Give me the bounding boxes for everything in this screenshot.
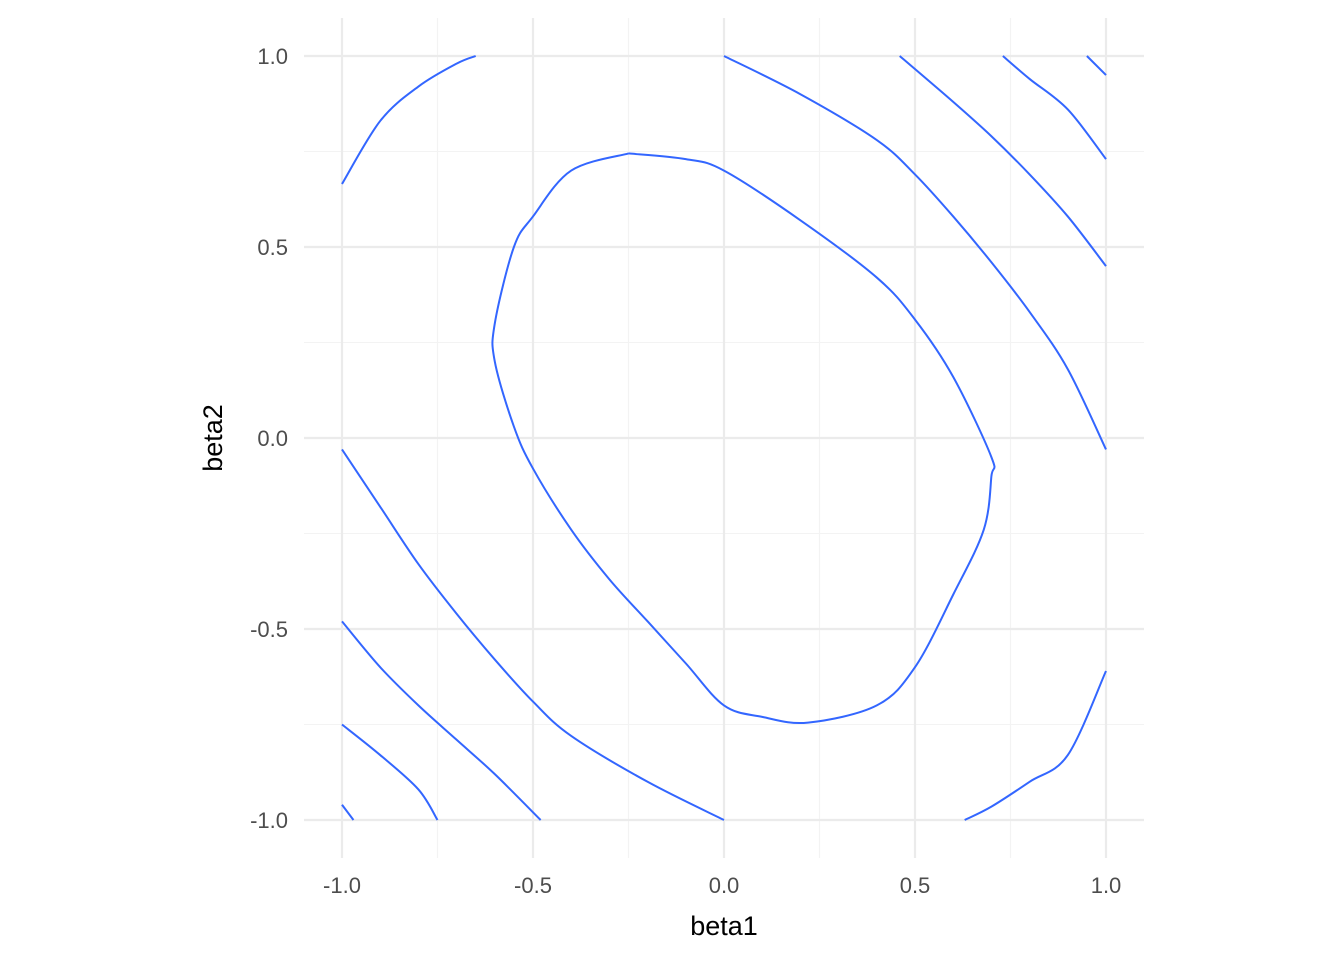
contour-level-2-bottom-right: [964, 670, 1107, 821]
major-gridlines: [304, 18, 1144, 858]
contour-level-6-upper: [1086, 55, 1107, 76]
contour-lines: [341, 55, 1107, 821]
x-axis-title: beta1: [690, 911, 758, 941]
y-tick-label: -0.5: [250, 617, 288, 642]
contour-level-6-lower: [341, 804, 355, 821]
contour-level-5-lower: [341, 723, 439, 821]
contour-level-4-upper: [899, 55, 1107, 267]
y-tick-label: 0.0: [257, 426, 288, 451]
y-axis-title: beta2: [198, 404, 228, 472]
contour-level-1: [491, 152, 996, 725]
x-tick-label: 0.5: [900, 873, 931, 898]
x-axis-tick-labels: -1.0 -0.5 0.0 0.5 1.0: [323, 873, 1121, 898]
contour-level-3-upper: [723, 55, 1107, 450]
contour-level-3-lower: [341, 448, 725, 821]
x-tick-label: 1.0: [1091, 873, 1122, 898]
contour-level-5-upper: [1002, 55, 1107, 160]
y-tick-label: 0.5: [257, 235, 288, 260]
x-tick-label: -0.5: [514, 873, 552, 898]
y-tick-label: 1.0: [257, 44, 288, 69]
x-tick-label: 0.0: [709, 873, 740, 898]
y-tick-label: -1.0: [250, 808, 288, 833]
x-tick-label: -1.0: [323, 873, 361, 898]
contour-level-4-lower: [341, 620, 542, 821]
contour-level-2-top-left: [341, 55, 477, 185]
y-axis-tick-labels: -1.0 -0.5 0.0 0.5 1.0: [250, 44, 288, 833]
